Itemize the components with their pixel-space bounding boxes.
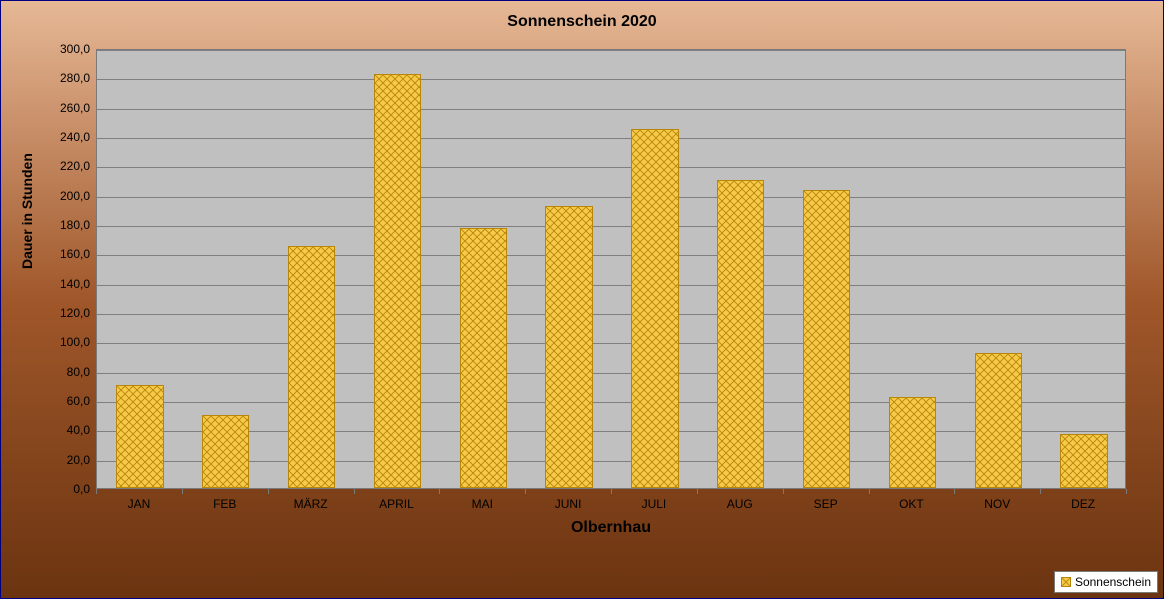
y-tick-label: 40,0 xyxy=(46,423,90,437)
x-tick-label: JULI xyxy=(642,497,667,511)
x-tick-label: MÄRZ xyxy=(294,497,328,511)
y-tick-label: 80,0 xyxy=(46,365,90,379)
x-tick-mark xyxy=(1040,489,1041,494)
x-tick-mark xyxy=(1126,489,1127,494)
bar xyxy=(374,74,421,488)
x-tick-label: APRIL xyxy=(379,497,414,511)
y-tick-label: 0,0 xyxy=(46,482,90,496)
gridline xyxy=(97,373,1125,374)
bar xyxy=(631,129,678,488)
bar xyxy=(460,228,507,488)
y-tick-label: 200,0 xyxy=(46,189,90,203)
bar xyxy=(803,190,850,488)
x-tick-mark xyxy=(954,489,955,494)
x-tick-mark xyxy=(869,489,870,494)
x-tick-label: MAI xyxy=(472,497,493,511)
x-tick-mark xyxy=(611,489,612,494)
x-tick-label: JAN xyxy=(128,497,151,511)
y-tick-label: 120,0 xyxy=(46,306,90,320)
legend-swatch-icon xyxy=(1061,577,1071,587)
y-tick-label: 180,0 xyxy=(46,218,90,232)
gridline xyxy=(97,226,1125,227)
bar xyxy=(889,397,936,488)
x-tick-mark xyxy=(268,489,269,494)
y-tick-label: 160,0 xyxy=(46,247,90,261)
bar xyxy=(202,415,249,488)
y-tick-label: 260,0 xyxy=(46,101,90,115)
x-tick-label: FEB xyxy=(213,497,236,511)
y-tick-label: 60,0 xyxy=(46,394,90,408)
y-tick-label: 100,0 xyxy=(46,335,90,349)
x-tick-label: JUNI xyxy=(555,497,582,511)
gridline xyxy=(97,109,1125,110)
x-tick-mark xyxy=(439,489,440,494)
gridline xyxy=(97,431,1125,432)
bar xyxy=(975,353,1022,488)
x-tick-mark xyxy=(697,489,698,494)
gridline xyxy=(97,314,1125,315)
x-tick-label: DEZ xyxy=(1071,497,1095,511)
x-tick-label: NOV xyxy=(984,497,1010,511)
x-tick-mark xyxy=(783,489,784,494)
y-tick-label: 220,0 xyxy=(46,159,90,173)
gridline xyxy=(97,285,1125,286)
gridline xyxy=(97,255,1125,256)
gridline xyxy=(97,79,1125,80)
y-tick-label: 280,0 xyxy=(46,71,90,85)
x-tick-label: OKT xyxy=(899,497,924,511)
x-tick-label: AUG xyxy=(727,497,753,511)
chart-title: Sonnenschein 2020 xyxy=(1,13,1163,31)
gridline xyxy=(97,167,1125,168)
gridline xyxy=(97,461,1125,462)
plot-area xyxy=(96,49,1126,489)
gridline xyxy=(97,138,1125,139)
y-tick-label: 240,0 xyxy=(46,130,90,144)
y-axis-title: Dauer in Stunden xyxy=(19,153,35,269)
gridline xyxy=(97,402,1125,403)
y-tick-label: 140,0 xyxy=(46,277,90,291)
bar xyxy=(545,206,592,488)
bar xyxy=(288,246,335,488)
y-tick-label: 20,0 xyxy=(46,453,90,467)
legend-label: Sonnenschein xyxy=(1075,575,1151,589)
legend: Sonnenschein xyxy=(1054,571,1158,593)
gridline xyxy=(97,50,1125,51)
x-tick-mark xyxy=(96,489,97,494)
chart-container: Sonnenschein 2020 Dauer in Stunden 0,0 20… xyxy=(0,0,1164,599)
bar xyxy=(717,180,764,488)
y-tick-label: 300,0 xyxy=(46,42,90,56)
x-tick-mark xyxy=(525,489,526,494)
bar xyxy=(1060,434,1107,488)
bar xyxy=(116,385,163,488)
x-axis-title: Olbernhau xyxy=(96,519,1126,537)
x-tick-mark xyxy=(354,489,355,494)
gridline xyxy=(97,197,1125,198)
x-tick-mark xyxy=(182,489,183,494)
x-tick-label: SEP xyxy=(814,497,838,511)
gridline xyxy=(97,343,1125,344)
